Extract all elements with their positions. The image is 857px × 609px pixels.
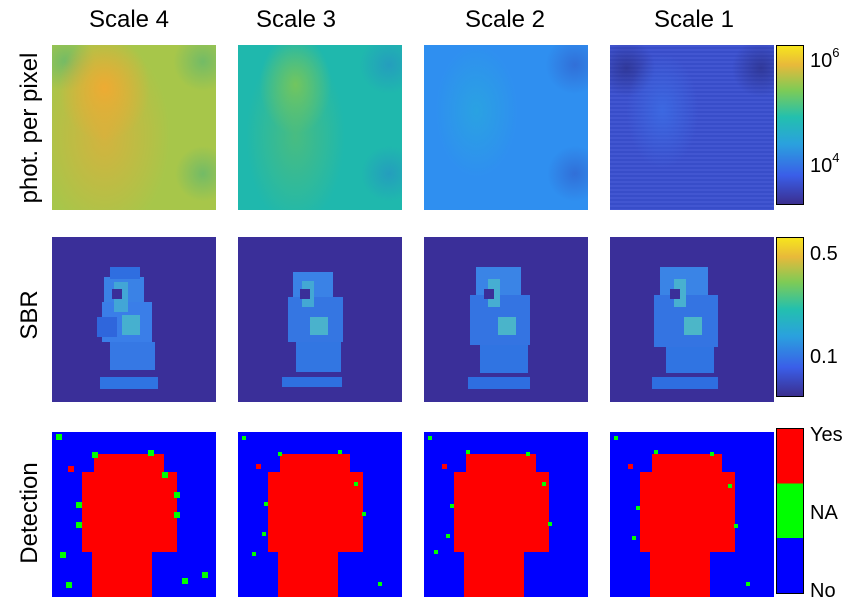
column-title-scale-1: Scale 1 (653, 6, 735, 33)
sbr-panel-scale-1 (610, 237, 774, 402)
column-title-scale-2: Scale 2 (464, 6, 546, 33)
sbr-silhouette-scale-4 (97, 267, 158, 389)
sbr-tick-bottom: 0.1 (810, 346, 838, 368)
row-label-detection: Detection (16, 462, 43, 564)
detection-tick-yes: Yes (810, 424, 843, 446)
detection-panel-scale-3 (238, 432, 402, 597)
photons-tick-top-base: 10 (810, 50, 833, 72)
sbr-panel-scale-3 (238, 237, 402, 402)
detection-map-scale-2 (428, 436, 552, 597)
row-label-sbr: SBR (16, 290, 43, 340)
photons-panel-scale-3 (238, 45, 402, 210)
photons-tick-mid-base: 10 (810, 155, 833, 177)
photons-colorbar (776, 45, 804, 205)
detection-panel-scale-4 (52, 432, 216, 597)
sbr-panel-scale-2 (424, 237, 588, 402)
photons-tick-mid-exponent: 4 (832, 150, 840, 165)
sbr-tick-top: 0.5 (810, 243, 838, 265)
column-title-scale-4: Scale 4 (88, 6, 170, 33)
photons-panel-scale-2 (424, 45, 588, 210)
detection-tick-no: No (810, 580, 836, 602)
photons-tick-top-exponent: 6 (832, 45, 840, 60)
photons-panel-scale-4 (52, 45, 216, 210)
column-title-scale-3: Scale 3 (255, 6, 337, 33)
detection-map-scale-4 (56, 434, 208, 597)
sbr-silhouette-scale-3 (282, 272, 343, 387)
photons-tick-top: 106 (810, 45, 839, 73)
detection-colorbar (776, 428, 804, 594)
row-label-photons: phot. per pixel (16, 52, 43, 204)
photons-tick-mid: 104 (810, 150, 839, 178)
sbr-panel-scale-4 (52, 237, 216, 402)
photons-panel-scale-1 (610, 45, 774, 210)
detection-tick-na: NA (810, 502, 838, 524)
detection-panel-scale-2 (424, 432, 588, 597)
detection-map-scale-3 (242, 436, 382, 597)
sbr-silhouette-scale-1 (652, 267, 718, 389)
sbr-silhouette-scale-2 (468, 267, 530, 389)
detection-map-scale-1 (614, 436, 750, 597)
sbr-colorbar (776, 237, 804, 397)
detection-panel-scale-1 (610, 432, 774, 597)
